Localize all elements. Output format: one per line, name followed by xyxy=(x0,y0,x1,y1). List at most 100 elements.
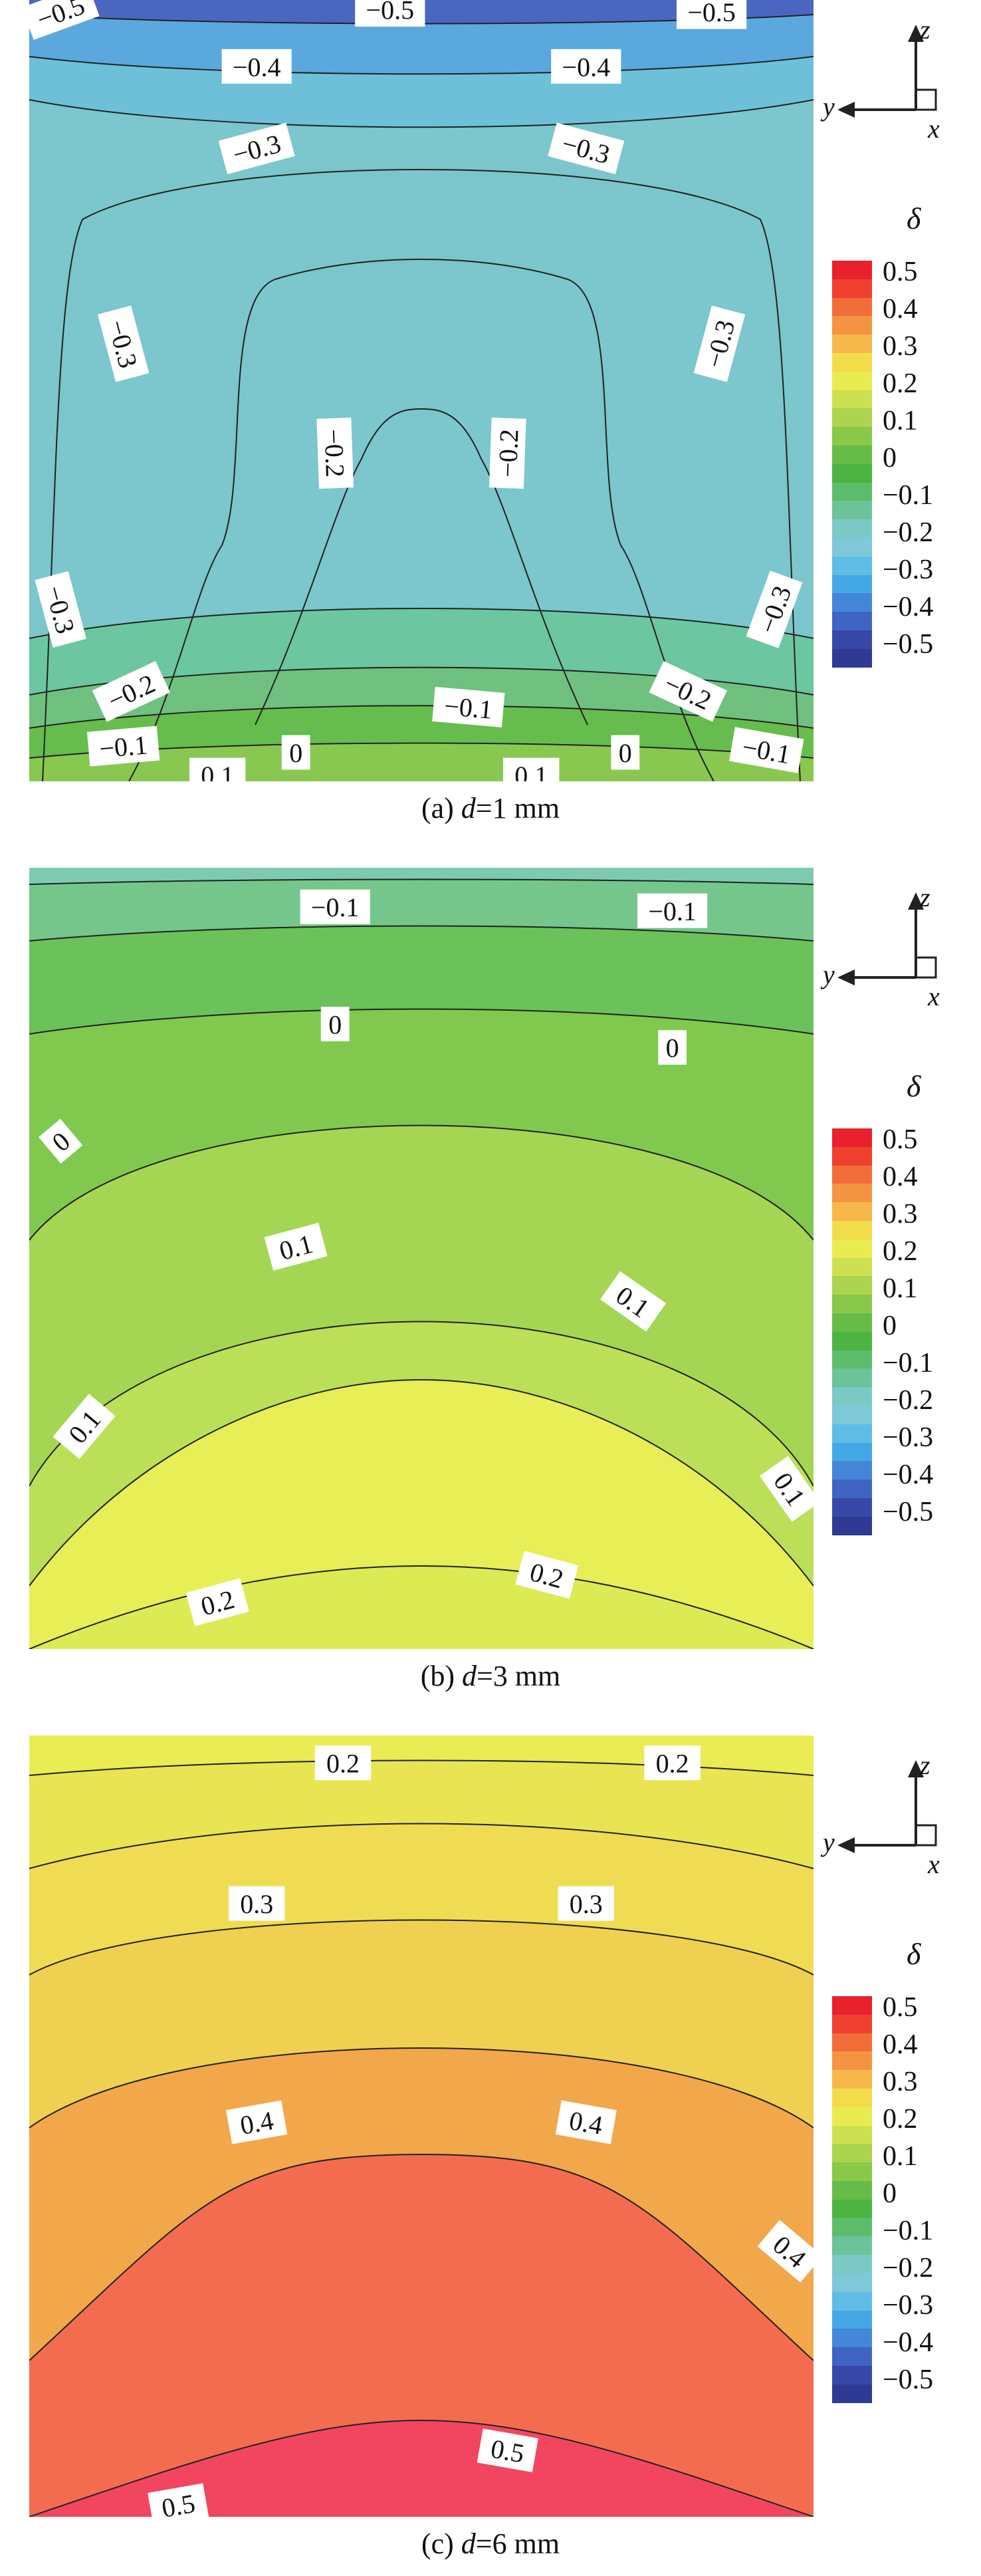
contour-label: 0.2 xyxy=(515,1551,579,1599)
x-axis-label: x xyxy=(928,114,940,144)
contour-label-text: 0.1 xyxy=(201,761,234,781)
caption-b: (b) d=3 mm xyxy=(420,1660,561,1692)
axis-triad-c: z y x xyxy=(821,1750,981,1885)
colorbar-tick: 0 xyxy=(883,2178,897,2209)
contour-lines xyxy=(29,1759,814,2517)
colorbar-tick: −0.5 xyxy=(883,629,934,660)
colorbar-tick: 0.1 xyxy=(883,2141,918,2172)
contour-label-text: −0.1 xyxy=(98,729,149,763)
contour-label: −0.1 xyxy=(637,893,708,928)
contour-label: 0.1 xyxy=(264,1222,328,1271)
contour-label: 0 xyxy=(281,735,310,770)
colorbar-tick: 0.4 xyxy=(883,1162,918,1192)
contour-label-text: −0.2 xyxy=(319,428,351,477)
z-axis-label: z xyxy=(920,15,930,45)
colorbar-tick: −0.4 xyxy=(883,2327,934,2358)
contour-label: −0.4 xyxy=(221,49,292,84)
colorbar-swatches xyxy=(832,1128,872,1535)
contour-label-text: 0 xyxy=(666,1033,679,1063)
contour-label: 0.2 xyxy=(644,1745,701,1781)
contour-label: 0.5 xyxy=(148,2483,209,2517)
colorbar-tick: −0.3 xyxy=(883,555,934,585)
contour-label: −0.1 xyxy=(728,727,804,773)
contour-label: 0.4 xyxy=(226,2100,288,2144)
colorbar-tick: −0.1 xyxy=(883,2216,934,2246)
colorbar-tick: 0.2 xyxy=(883,2104,918,2134)
contour-label-text: 0.2 xyxy=(656,1749,689,1779)
colorbar-tick: −0.5 xyxy=(883,2365,934,2395)
colorbar-swatches xyxy=(832,1996,872,2403)
contour-label-text: 0.2 xyxy=(326,1749,360,1779)
contour-label-text: 0.5 xyxy=(160,2488,197,2517)
colorbar-tick: 0.3 xyxy=(883,2067,918,2097)
contour-label-text: −0.2 xyxy=(492,428,524,477)
colorbar-tick: −0.2 xyxy=(883,1385,934,1416)
contour-label: −0.1 xyxy=(432,686,505,727)
contour-label: 0.3 xyxy=(229,1886,285,1921)
contour-label-text: −0.4 xyxy=(562,52,611,82)
fill-bands xyxy=(29,0,814,781)
contour-svg-c: 0.2 0.20.3 0.30.4 0.40.40.50.5 xyxy=(29,1736,814,2517)
axis-triad-b: z y x xyxy=(821,882,981,1017)
colorbar-tick: −0.3 xyxy=(883,2290,934,2321)
contour-label-text: −0.5 xyxy=(687,0,736,27)
contour-svg-a: −0.5 −0.5 −0.5−0.4 −0.4−0.3 −0.3−0.3 −0.3−0.2… xyxy=(29,0,814,781)
contour-label-text: 0.4 xyxy=(567,2105,605,2140)
axis-triad-svg xyxy=(837,25,937,118)
contour-label: 0.3 xyxy=(558,1886,614,1921)
contour-label-text: 0 xyxy=(328,1009,342,1039)
colorbar-tick: 0.5 xyxy=(883,1124,918,1155)
contour-lines xyxy=(29,878,814,1649)
colorbar-tick: −0.2 xyxy=(883,2253,934,2283)
y-axis-label: y xyxy=(823,960,835,989)
contour-label-text: −0.5 xyxy=(366,0,415,25)
contour-label: 0 xyxy=(320,1007,350,1041)
colorbar-tick: −0.4 xyxy=(883,1460,934,1490)
contour-plot-a: −0.5 −0.5 −0.5 −0.4 −0.4 −0.3 −0.3 −0.3 −0.3 −0.2… xyxy=(29,0,814,781)
contour-label: 0.1 xyxy=(189,757,246,781)
axis-triad-svg xyxy=(837,1760,937,1853)
contour-label-text: 0.5 xyxy=(489,2434,526,2469)
colorbar-tick: 0.3 xyxy=(883,1199,918,1229)
contour-labels-c: 0.2 0.20.3 0.30.4 0.40.40.50.5 xyxy=(148,1745,814,2517)
contour-label: 0.1 xyxy=(503,757,560,781)
contour-label-text: 0 xyxy=(619,738,632,768)
x-axis-label: x xyxy=(928,1849,940,1879)
colorbar-tick: 0.5 xyxy=(883,1992,918,2023)
contour-label-text: 0.1 xyxy=(514,761,548,781)
contour-label: −0.5 xyxy=(355,0,425,27)
colorbar-tick: 0.2 xyxy=(883,368,918,399)
colorbar-tick: −0.1 xyxy=(883,1348,934,1378)
contour-label-text: 0.3 xyxy=(240,1889,273,1919)
contour-label-text: 0 xyxy=(289,738,302,768)
colorbar-tick: 0.1 xyxy=(883,1273,918,1304)
contour-label: −0.5 xyxy=(677,0,747,29)
colorbar-tick: 0.5 xyxy=(883,257,918,287)
contour-label-text: 0.4 xyxy=(238,2105,276,2140)
fill-bands xyxy=(29,1736,814,2517)
contour-label-text: −0.1 xyxy=(648,896,697,926)
colorbar-tick: −0.2 xyxy=(883,517,934,548)
colorbar-tick: 0.2 xyxy=(883,1236,918,1267)
contour-label: −0.2 xyxy=(316,418,354,489)
contour-label-text: −0.4 xyxy=(233,52,281,82)
colorbar-tick: 0 xyxy=(883,443,897,473)
z-axis-label: z xyxy=(920,882,930,912)
colorbar-swatches xyxy=(832,261,872,668)
contour-label-text: −0.1 xyxy=(443,691,494,725)
colorbar-tick: −0.3 xyxy=(883,1422,934,1453)
contour-plot-c: 0.2 0.2 0.3 0.3 0.4 0.4 0.4 0.5 0.5 xyxy=(29,1736,814,2517)
axis-triad-a: z y x xyxy=(821,15,981,150)
caption-c: (c) d=6 mm xyxy=(421,2527,560,2560)
colorbar-symbol: δ xyxy=(907,1937,921,1971)
x-axis-label: x xyxy=(928,981,940,1011)
contour-label-text: −0.1 xyxy=(311,892,360,922)
colorbar-tick: 0 xyxy=(883,1311,897,1341)
colorbar-tick: 0.4 xyxy=(883,2029,918,2060)
colorbar-tick: −0.4 xyxy=(883,592,934,622)
y-axis-label: y xyxy=(823,92,835,122)
axis-triad-svg xyxy=(837,892,937,985)
colorbar-tick: 0.3 xyxy=(883,331,918,362)
